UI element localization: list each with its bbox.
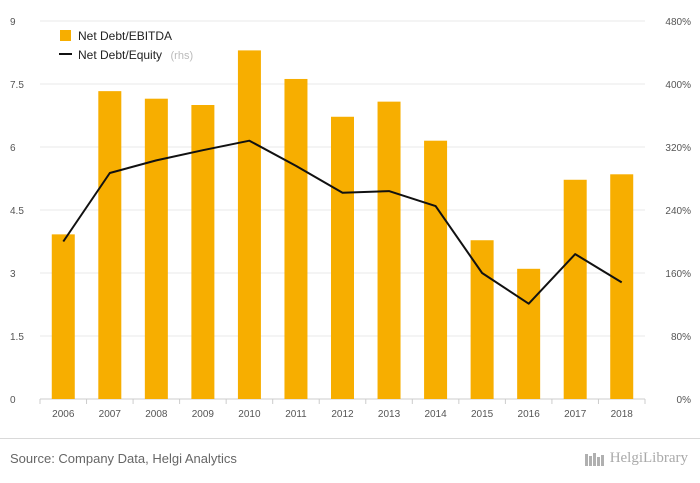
source-note: Source: Company Data, Helgi Analytics [10,451,237,466]
brand-logo: HelgiLibrary [584,450,688,467]
x-tick-label: 2006 [52,409,75,420]
legend-label-line-name: Net Debt/Equity [78,48,162,62]
legend-label-line-suffix: (rhs) [171,50,194,62]
right-axis-ticks: 0% 80% 160% 240% 320% 400% 480% [665,17,691,406]
x-tick-label: 2017 [564,409,587,420]
x-tick-label: 2015 [471,409,494,420]
x-tick-label: 2016 [518,409,541,420]
bar-2013 [377,101,401,399]
bar-2006 [51,234,75,399]
left-tick-label: 3 [10,269,16,280]
footer-divider [0,438,700,439]
bar-2011 [284,78,308,400]
left-tick-label: 6 [10,143,16,154]
right-tick-label: 80% [671,332,691,343]
line-net-debt-equity [62,139,623,305]
line-path [62,139,623,305]
bar-2010 [237,50,261,400]
bar-2016 [517,268,541,399]
bar-2017 [563,179,587,399]
legend-swatch-bar [60,30,71,41]
right-tick-label: 400% [665,80,691,91]
x-axis-ticks: 2006 2007 2008 2009 2010 2011 2012 2013 2014 2015… [52,409,633,420]
bar-2014 [424,140,448,399]
right-tick-label: 0% [677,395,692,406]
right-tick-label: 160% [665,269,691,280]
x-tick-label: 2007 [99,409,122,420]
bar-2012 [331,116,354,399]
legend: Net Debt/EBITDA Net Debt/Equity (rhs) [59,29,193,63]
brand-name: HelgiLibrary [609,450,688,466]
bar-2007 [98,91,122,399]
left-axis-ticks: 0 1.5 3 4.5 6 7.5 9 [10,17,24,406]
x-tick-label: 2008 [145,409,168,420]
x-tick-label: 2014 [424,409,447,420]
bar-2018 [610,174,634,399]
left-tick-label: 4.5 [10,206,24,217]
right-tick-label: 480% [665,17,691,28]
x-tick-label: 2012 [331,409,354,420]
x-tick-label: 2010 [238,409,261,420]
left-tick-label: 7.5 [10,80,24,91]
bar-2015 [470,240,494,399]
x-tick-label: 2011 [285,409,307,420]
left-tick-label: 1.5 [10,332,24,343]
legend-label-line: Net Debt/Equity (rhs) [78,46,193,63]
x-tick-label: 2018 [611,409,634,420]
right-tick-label: 320% [665,143,691,154]
x-tick-label: 2009 [192,409,215,420]
bars-net-debt-ebitda [51,50,634,400]
legend-label-bar: Net Debt/EBITDA [78,29,172,43]
left-tick-label: 0 [10,395,16,406]
left-tick-label: 9 [10,17,16,28]
bar-2009 [191,105,215,399]
right-tick-label: 240% [665,206,691,217]
x-tick-label: 2013 [378,409,401,420]
library-icon [584,452,604,466]
bar-2008 [144,98,168,399]
